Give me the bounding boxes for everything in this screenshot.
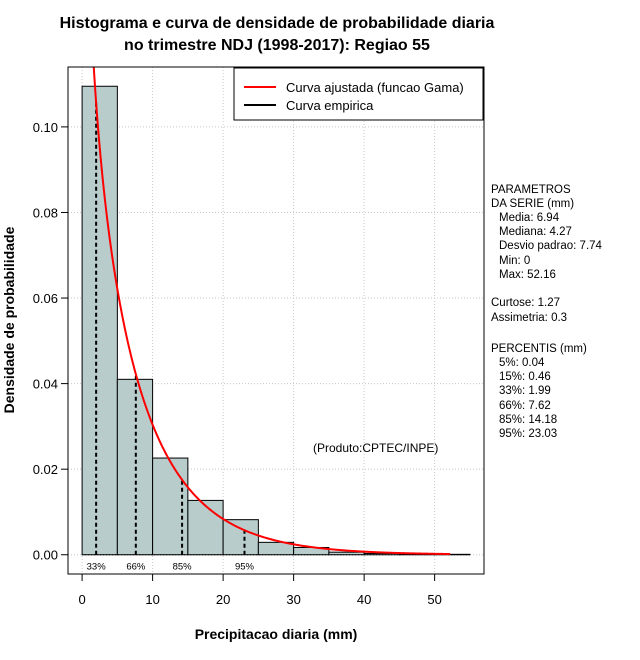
legend-empirical-label: Curva empirica [286,98,374,113]
histogram-bar-0 [81,85,118,556]
y-axis-label: Densidade de probabilidade [1,226,17,413]
y-tick-label-5: 0.10 [33,120,58,135]
x-axis: 0 10 20 30 40 50 [78,574,442,607]
percentil-85: 85%: 14.18 [499,414,557,426]
histogram-bar-4 [222,519,259,556]
y-tick-label-0: 0.00 [33,548,58,563]
x-tick-label-2: 20 [216,592,230,607]
y-tick-label-4: 0.08 [33,205,58,220]
product-credit-annotation: (Produto:CPTEC/INPE) [313,441,438,455]
stat-desvio-padrao: Desvio padrao: 7.74 [499,240,603,252]
stat-media: Media: 6.94 [499,212,560,224]
percentile-label-0: 33% [87,562,107,573]
x-tick-label-5: 50 [427,592,441,607]
stats-header-line-2: DA SERIE (mm) [491,198,574,210]
stats-panel: PARAMETROS DA SERIE (mm) Media: 6.94 Med… [491,184,603,440]
percentil-5: 5%: 0.04 [499,357,545,369]
legend-box [233,67,484,121]
x-tick-label-3: 30 [286,592,300,607]
percentil-95: 95%: 23.03 [499,428,557,440]
chart-title-line-1: Histograma e curva de densidade de proba… [60,15,495,32]
density-curves [92,67,451,556]
percentile-markers: 33% 66% 85% 95% [87,102,255,573]
y-tick-label-1: 0.02 [33,462,58,477]
y-tick-label-3: 0.06 [33,291,58,306]
percentis-header: PERCENTIS (mm) [491,343,587,355]
legend-gamma-label: Curva ajustada (funcao Gama) [286,80,464,95]
percentile-label-2: 85% [173,562,193,573]
percentil-66: 66%: 7.62 [499,400,551,412]
x-tick-label-4: 40 [357,592,371,607]
plot-frame [67,66,485,575]
x-tick-label-1: 10 [145,592,159,607]
stats-header-line-1: PARAMETROS [491,184,571,196]
percentile-label-1: 66% [126,562,146,573]
stat-assimetria: Assimetria: 0.3 [491,312,567,324]
y-tick-label-2: 0.04 [33,377,58,392]
stat-mediana: Mediana: 4.27 [499,226,572,238]
y-axis: 0.00 0.02 0.04 0.06 0.08 0.10 [33,120,68,563]
gamma-fit-curve [92,67,451,556]
stat-min: Min: 0 [499,255,530,267]
percentil-33: 33%: 1.99 [499,385,551,397]
chart-legend: Curva ajustada (funcao Gama) Curva empir… [233,67,484,121]
percentil-15: 15%: 0.46 [499,371,551,383]
stat-max: Max: 52.16 [499,269,556,281]
histogram-bars [81,85,471,556]
chart-title: Histograma e curva de densidade de proba… [60,15,495,54]
x-tick-label-0: 0 [78,592,85,607]
x-axis-label: Precipitacao diaria (mm) [195,626,358,642]
histogram-bar-3 [187,499,224,556]
percentile-label-3: 95% [235,562,255,573]
stat-curtose: Curtose: 1.27 [491,297,560,309]
chart-title-line-2: no trimestre NDJ (1998-2017): Regiao 55 [124,37,430,54]
